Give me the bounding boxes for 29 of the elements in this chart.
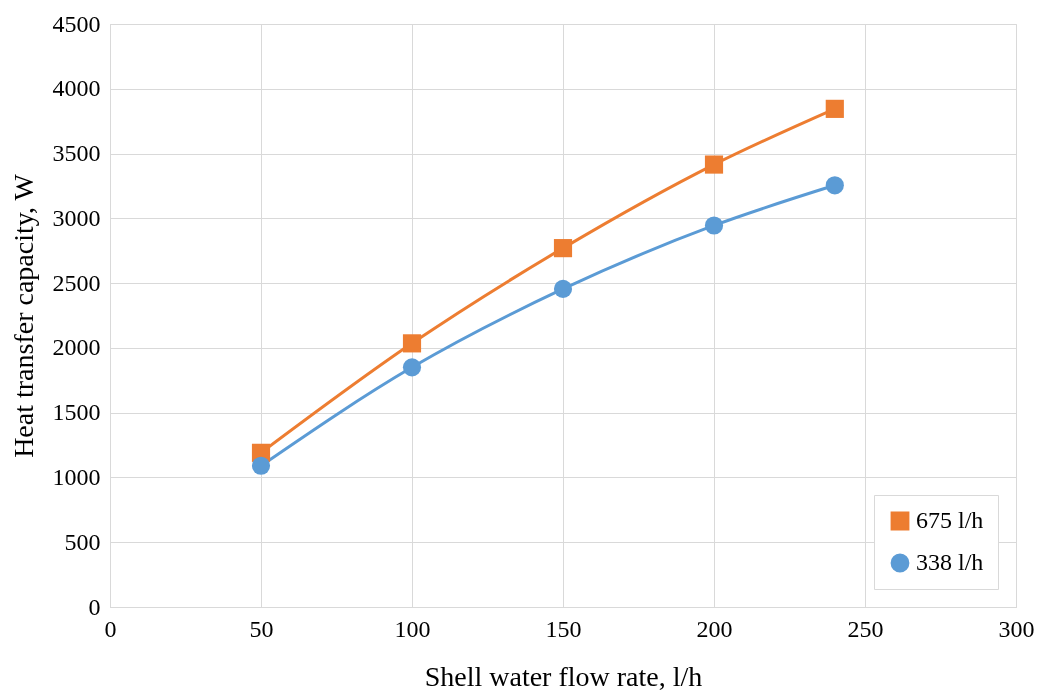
y-tick-label: 3000 (52, 204, 101, 231)
x-tick-label: 300 (998, 615, 1035, 642)
y-axis-title: Heat transfer capacity, W (7, 173, 39, 458)
y-tick-label: 2500 (52, 269, 101, 296)
point (553, 239, 573, 258)
point (402, 358, 422, 377)
x-tick-label: 200 (696, 615, 733, 642)
point (825, 99, 844, 118)
x-tick-label: 150 (545, 615, 582, 642)
point (553, 279, 573, 299)
x-tick-label: 50 (249, 615, 274, 642)
legend-label: 338 l/h (916, 549, 984, 575)
y-tick-label: 2000 (52, 334, 101, 361)
y-tick-label: 0 (88, 593, 101, 620)
point (402, 334, 422, 353)
y-tick-label: 500 (64, 528, 101, 555)
point (704, 155, 724, 174)
y-tick-label: 3500 (52, 140, 101, 167)
x-tick-label: 250 (847, 615, 884, 642)
y-tick-label: 1500 (52, 399, 101, 426)
point (825, 176, 844, 195)
x-tick-label: 100 (394, 615, 431, 642)
point (251, 456, 271, 475)
point (704, 216, 724, 235)
y-tick-label: 1000 (52, 463, 101, 490)
legend-label: 675 l/h (916, 507, 984, 533)
y-tick-label: 4000 (52, 75, 101, 102)
x-axis-title: Shell water flow rate, l/h (424, 660, 703, 692)
y-tick-label: 4500 (52, 10, 101, 37)
